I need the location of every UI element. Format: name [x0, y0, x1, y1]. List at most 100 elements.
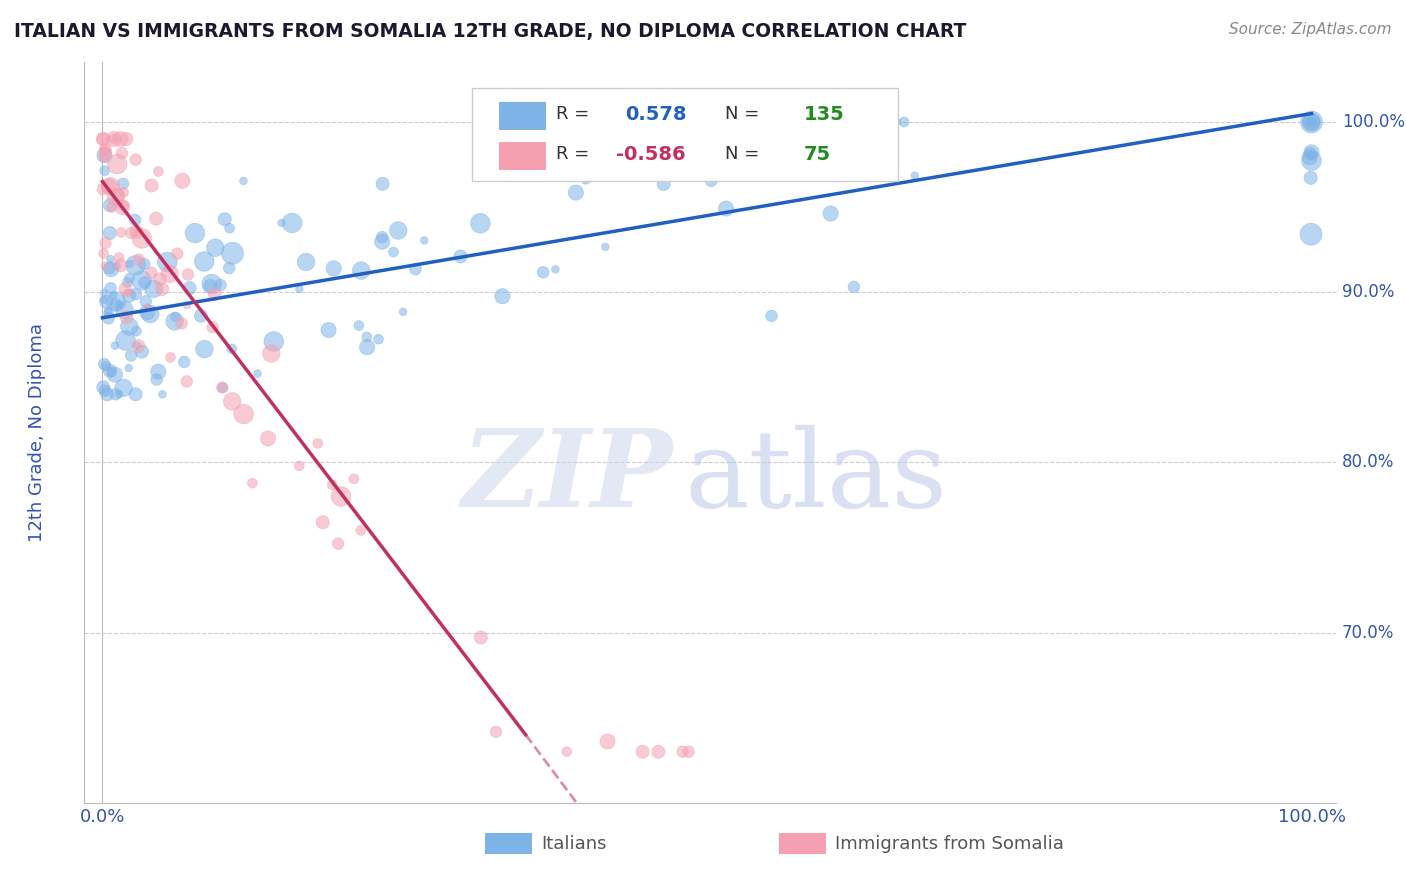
- Point: [356, 330, 378, 344]
- Point: [100, 281, 122, 295]
- Point: [246, 367, 269, 381]
- Point: [100, 365, 122, 379]
- Point: [156, 255, 179, 269]
- Point: [1301, 153, 1323, 168]
- Point: [221, 342, 243, 356]
- Point: [111, 146, 134, 161]
- Point: [93, 132, 115, 146]
- Point: [96, 294, 118, 309]
- Point: [1301, 115, 1323, 129]
- Point: [318, 323, 340, 337]
- Point: [575, 172, 598, 186]
- Point: [820, 206, 842, 220]
- Point: [93, 163, 115, 178]
- Point: [193, 254, 215, 268]
- Point: [97, 304, 120, 318]
- Point: [350, 524, 373, 538]
- Point: [124, 153, 146, 167]
- Point: [200, 279, 222, 293]
- Point: [145, 211, 167, 226]
- Point: [555, 745, 578, 759]
- Point: [112, 186, 135, 200]
- Point: [232, 407, 254, 421]
- Point: [104, 368, 127, 382]
- Text: ZIP: ZIP: [461, 424, 672, 530]
- Point: [103, 132, 125, 146]
- Point: [100, 201, 122, 215]
- Point: [91, 380, 114, 394]
- Text: 12th Grade, No Diploma: 12th Grade, No Diploma: [28, 323, 46, 542]
- Bar: [779, 833, 827, 854]
- Point: [671, 745, 693, 759]
- Point: [1301, 115, 1323, 129]
- Point: [108, 251, 131, 265]
- Text: N =: N =: [725, 105, 759, 123]
- Text: Italians: Italians: [541, 835, 606, 853]
- Point: [382, 245, 405, 260]
- Point: [761, 309, 783, 323]
- Point: [150, 282, 173, 296]
- Point: [166, 246, 188, 260]
- Point: [845, 115, 868, 129]
- Text: 90.0%: 90.0%: [1341, 283, 1395, 301]
- Point: [177, 268, 200, 282]
- Point: [125, 339, 148, 353]
- Point: [118, 319, 141, 334]
- Text: R =: R =: [557, 105, 595, 123]
- Point: [295, 255, 318, 269]
- Point: [232, 174, 254, 188]
- Text: Immigrants from Somalia: Immigrants from Somalia: [835, 835, 1064, 853]
- Point: [596, 734, 619, 748]
- Point: [886, 115, 908, 129]
- Point: [111, 177, 134, 191]
- Text: 70.0%: 70.0%: [1341, 624, 1395, 641]
- Point: [470, 216, 492, 230]
- Point: [204, 287, 226, 301]
- Point: [184, 226, 207, 240]
- Point: [118, 271, 141, 285]
- Point: [148, 164, 170, 178]
- Point: [330, 490, 353, 504]
- Point: [124, 213, 146, 227]
- Point: [392, 305, 415, 319]
- Point: [114, 334, 136, 348]
- Point: [176, 375, 198, 389]
- Point: [307, 436, 329, 450]
- Point: [842, 280, 865, 294]
- Point: [97, 306, 120, 320]
- Point: [139, 307, 162, 321]
- Point: [1301, 115, 1323, 129]
- Point: [128, 252, 150, 267]
- Point: [652, 177, 675, 191]
- Point: [281, 216, 304, 230]
- Point: [112, 198, 135, 212]
- Point: [103, 132, 125, 146]
- Point: [96, 387, 118, 401]
- Point: [125, 225, 148, 239]
- Point: [142, 282, 165, 296]
- Point: [322, 261, 344, 276]
- Point: [211, 381, 233, 395]
- Bar: [499, 103, 546, 130]
- Point: [131, 344, 153, 359]
- Point: [134, 276, 156, 290]
- Point: [110, 226, 132, 240]
- Point: [108, 297, 131, 311]
- Point: [356, 340, 378, 354]
- Text: 75: 75: [804, 145, 831, 164]
- Point: [117, 276, 139, 290]
- Point: [120, 226, 142, 240]
- Point: [124, 387, 146, 401]
- Point: [631, 745, 654, 759]
- Point: [115, 310, 138, 324]
- Point: [242, 476, 264, 491]
- Text: ITALIAN VS IMMIGRANTS FROM SOMALIA 12TH GRADE, NO DIPLOMA CORRELATION CHART: ITALIAN VS IMMIGRANTS FROM SOMALIA 12TH …: [14, 22, 966, 41]
- Point: [103, 288, 125, 302]
- Point: [127, 339, 149, 353]
- Text: 100.0%: 100.0%: [1341, 113, 1405, 131]
- Point: [94, 142, 117, 156]
- Point: [91, 132, 114, 146]
- Point: [93, 246, 115, 260]
- Point: [145, 373, 167, 387]
- Text: -0.586: -0.586: [616, 145, 686, 164]
